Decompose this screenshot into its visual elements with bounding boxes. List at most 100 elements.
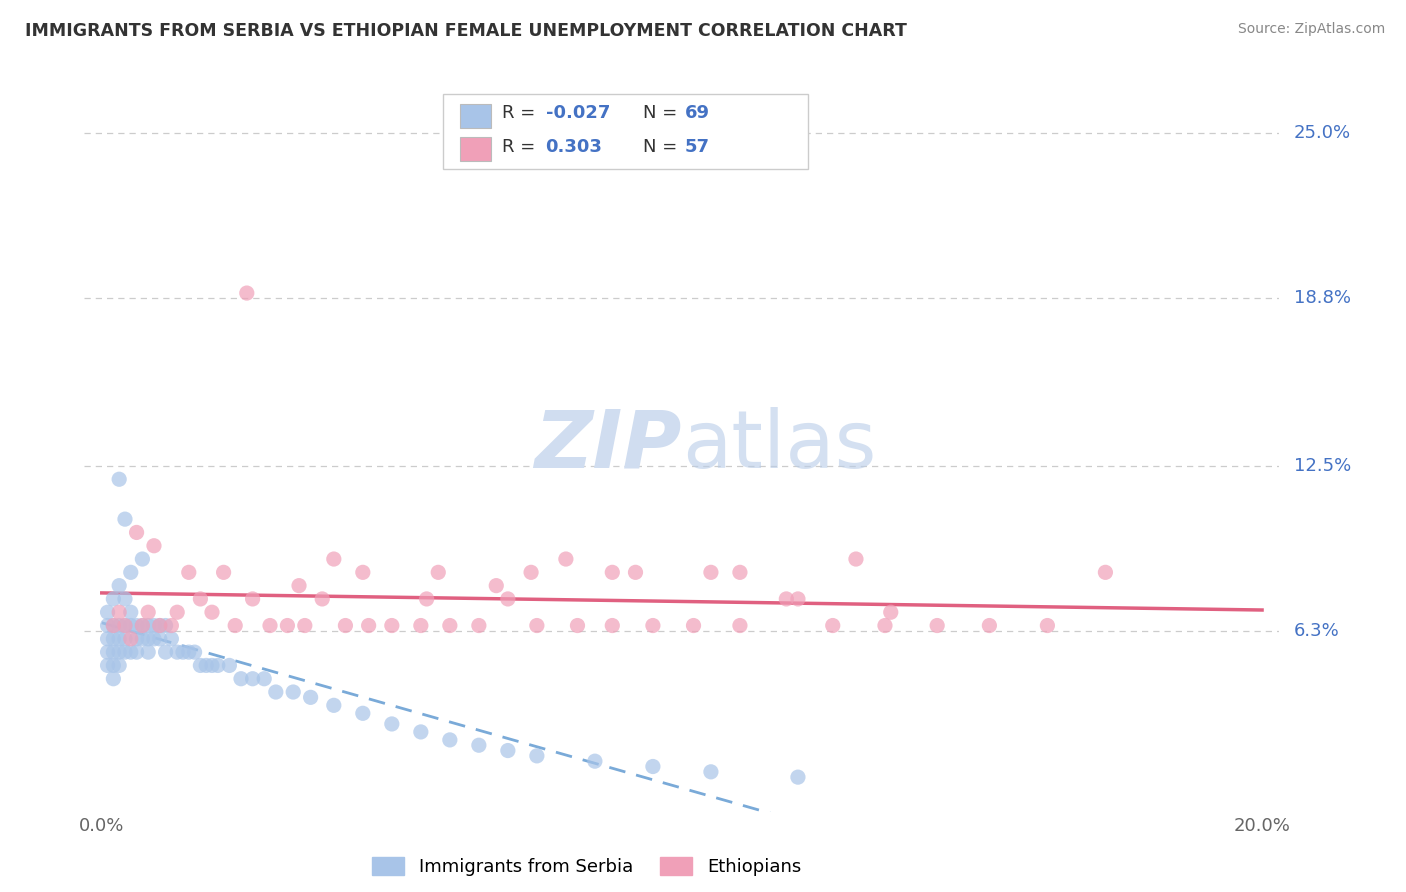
- Point: [496, 743, 519, 757]
- Point: [114, 512, 136, 526]
- Point: [845, 552, 868, 566]
- Text: 69: 69: [685, 104, 710, 122]
- Point: [143, 632, 166, 646]
- Point: [311, 591, 333, 606]
- Text: 25.0%: 25.0%: [1294, 125, 1351, 143]
- Point: [136, 632, 159, 646]
- Point: [190, 591, 212, 606]
- Point: [288, 579, 311, 593]
- Point: [468, 738, 491, 752]
- Point: [108, 645, 131, 659]
- Point: [352, 566, 374, 580]
- Point: [108, 618, 131, 632]
- Point: [108, 658, 131, 673]
- Point: [136, 605, 159, 619]
- Point: [381, 717, 404, 731]
- Point: [880, 605, 903, 619]
- Point: [97, 645, 120, 659]
- Point: [299, 690, 322, 705]
- Point: [114, 645, 136, 659]
- Point: [177, 566, 200, 580]
- Point: [97, 618, 120, 632]
- Point: [195, 658, 218, 673]
- Point: [114, 618, 136, 632]
- Point: [468, 618, 491, 632]
- Text: ZIP: ZIP: [534, 407, 682, 485]
- Point: [114, 591, 136, 606]
- Point: [207, 658, 229, 673]
- Point: [283, 685, 305, 699]
- Point: [439, 732, 461, 747]
- Point: [166, 605, 188, 619]
- Point: [108, 605, 131, 619]
- Point: [131, 632, 153, 646]
- Point: [682, 618, 704, 632]
- Point: [120, 632, 142, 646]
- Point: [821, 618, 844, 632]
- Text: 0.303: 0.303: [546, 138, 602, 156]
- Point: [409, 725, 432, 739]
- Point: [624, 566, 647, 580]
- Point: [97, 632, 120, 646]
- Point: [114, 618, 136, 632]
- Point: [600, 618, 623, 632]
- Point: [177, 645, 200, 659]
- Text: IMMIGRANTS FROM SERBIA VS ETHIOPIAN FEMALE UNEMPLOYMENT CORRELATION CHART: IMMIGRANTS FROM SERBIA VS ETHIOPIAN FEMA…: [25, 22, 907, 40]
- Point: [97, 605, 120, 619]
- Point: [108, 579, 131, 593]
- Point: [700, 566, 723, 580]
- Point: [120, 605, 142, 619]
- Point: [131, 552, 153, 566]
- Point: [1094, 566, 1116, 580]
- Text: Source: ZipAtlas.com: Source: ZipAtlas.com: [1237, 22, 1385, 37]
- Point: [229, 672, 252, 686]
- Point: [103, 591, 125, 606]
- Point: [125, 632, 148, 646]
- Point: [567, 618, 589, 632]
- Point: [259, 618, 281, 632]
- Point: [873, 618, 896, 632]
- Point: [927, 618, 949, 632]
- Point: [496, 591, 519, 606]
- Point: [166, 645, 188, 659]
- Point: [335, 618, 357, 632]
- Legend: Immigrants from Serbia, Ethiopians: Immigrants from Serbia, Ethiopians: [364, 849, 808, 883]
- Point: [143, 539, 166, 553]
- Point: [155, 618, 177, 632]
- Point: [520, 566, 543, 580]
- Text: 57: 57: [685, 138, 710, 156]
- Point: [108, 472, 131, 486]
- Point: [787, 770, 810, 784]
- Point: [728, 566, 751, 580]
- Point: [583, 754, 606, 768]
- Point: [149, 632, 172, 646]
- Point: [201, 658, 224, 673]
- Point: [381, 618, 404, 632]
- Point: [136, 645, 159, 659]
- Point: [485, 579, 508, 593]
- Point: [641, 618, 664, 632]
- Point: [103, 658, 125, 673]
- Point: [103, 672, 125, 686]
- Point: [253, 672, 276, 686]
- Point: [125, 525, 148, 540]
- Point: [108, 632, 131, 646]
- Text: N =: N =: [643, 104, 682, 122]
- Point: [172, 645, 194, 659]
- Point: [103, 645, 125, 659]
- Text: R =: R =: [502, 138, 541, 156]
- Point: [526, 618, 548, 632]
- Point: [600, 566, 623, 580]
- Point: [125, 618, 148, 632]
- Point: [264, 685, 287, 699]
- Point: [728, 618, 751, 632]
- Point: [160, 618, 183, 632]
- Point: [554, 552, 576, 566]
- Point: [322, 552, 344, 566]
- Text: 12.5%: 12.5%: [1294, 457, 1351, 475]
- Point: [1036, 618, 1059, 632]
- Point: [224, 618, 246, 632]
- Point: [276, 618, 298, 632]
- Point: [155, 645, 177, 659]
- Text: 6.3%: 6.3%: [1294, 622, 1340, 640]
